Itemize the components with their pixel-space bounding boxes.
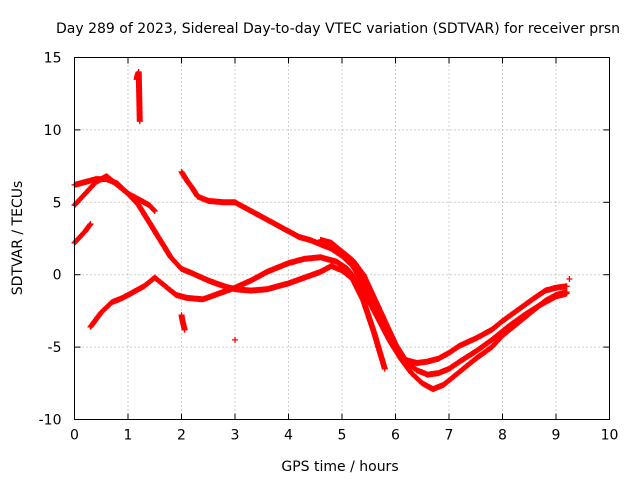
- y-tick-labels: -10 -5 0 5 10 15: [39, 51, 62, 429]
- chart-title: Day 289 of 2023, Sidereal Day-to-day VTE…: [56, 21, 620, 37]
- x-tick-label: 8: [498, 428, 507, 444]
- y-tick-label: 5: [53, 195, 62, 211]
- x-tick-label: 4: [284, 428, 293, 444]
- x-tick-label: 5: [338, 428, 347, 444]
- x-tick-labels: 0 1 2 3 4 5 6 7 8 9 10: [70, 428, 618, 444]
- series-track-5: [178, 168, 570, 366]
- series-track-1: [71, 176, 388, 372]
- series-track-6: [317, 236, 570, 378]
- x-tick-label: 6: [391, 428, 400, 444]
- series-track-7: [178, 312, 188, 333]
- y-tick-label: 15: [44, 51, 62, 67]
- marker-path: [71, 176, 388, 372]
- marker-path: [178, 312, 188, 333]
- x-axis-label: GPS time / hours: [281, 459, 398, 475]
- marker-path: [133, 69, 143, 125]
- x-tick-label: 9: [552, 428, 561, 444]
- grid-layer: [74, 57, 610, 420]
- y-tick-label: -10: [39, 413, 62, 429]
- x-tick-label: 1: [124, 428, 133, 444]
- x-tick-label: 7: [445, 428, 454, 444]
- y-tick-label: 0: [53, 268, 62, 284]
- x-tick-label: 3: [231, 428, 240, 444]
- series-track-9: [232, 276, 573, 343]
- y-axis-label: SDTVAR / TECUs: [10, 181, 26, 296]
- marker-path: [317, 236, 570, 378]
- y-tick-label: -5: [48, 340, 62, 356]
- x-tick-label: 10: [601, 428, 619, 444]
- marker-path: [178, 168, 570, 366]
- x-tick-label: 2: [177, 428, 186, 444]
- data-points: [71, 69, 573, 393]
- x-tick-label: 0: [70, 428, 79, 444]
- plot-frame: [74, 57, 610, 420]
- y-tick-label: 10: [44, 123, 62, 139]
- series-track-8: [133, 69, 143, 125]
- marker-path: [232, 276, 573, 343]
